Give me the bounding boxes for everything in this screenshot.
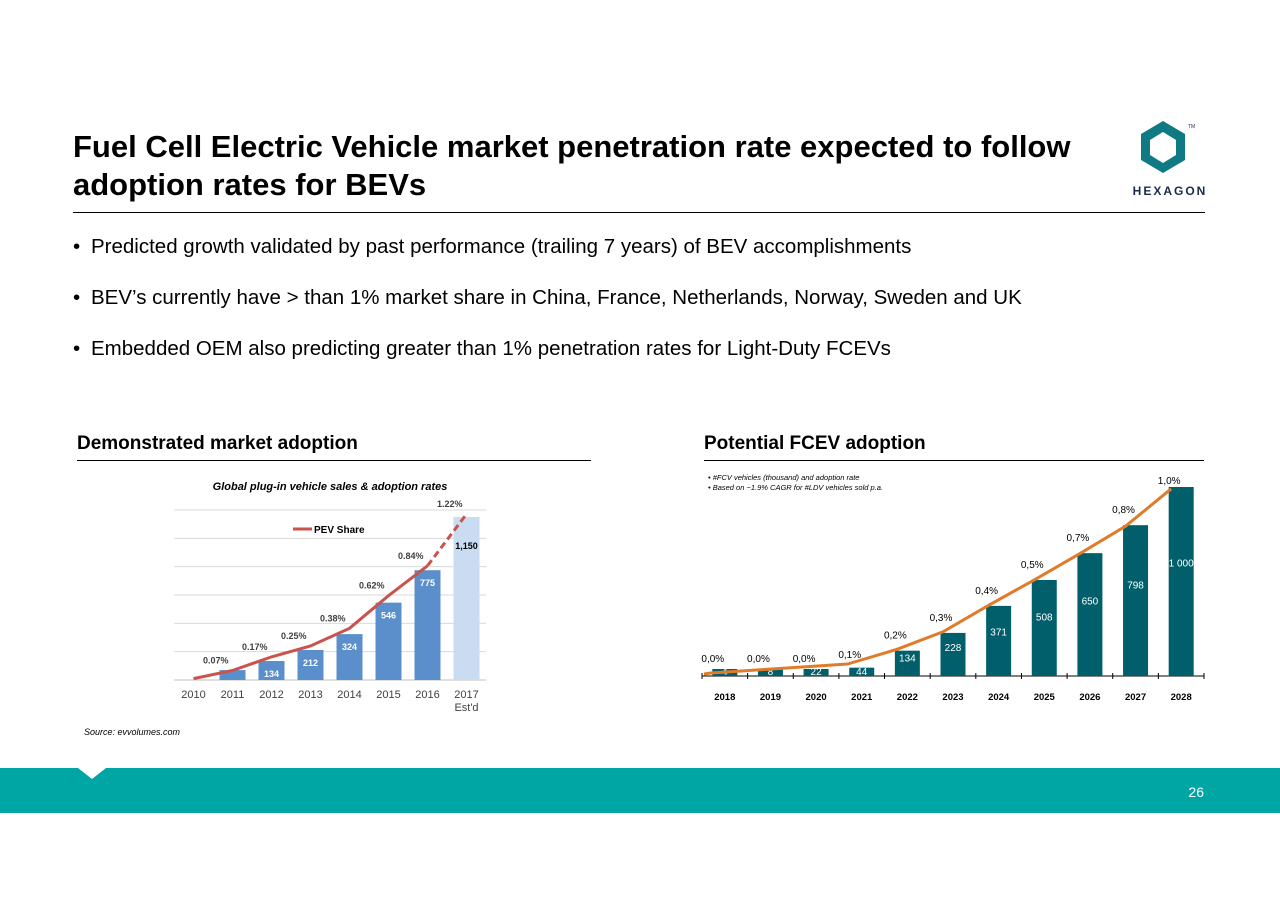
bullet-item: BEV’s currently have > than 1% market sh…: [73, 285, 1223, 311]
x-tick-label: 2014: [337, 689, 361, 701]
bar-value-label: 650: [1082, 597, 1099, 608]
bar: [1168, 487, 1194, 676]
bar: [849, 667, 875, 676]
x-tick-label: 2015: [376, 689, 400, 701]
bar-value-label: 508: [1036, 612, 1053, 623]
line-point-label: 0,0%: [701, 654, 724, 665]
x-tick-label: 2022: [897, 692, 918, 703]
right-section-heading: Potential FCEV adoption: [704, 433, 926, 454]
line-point-label: 0,4%: [975, 586, 998, 597]
fcev-adoption-chart: • #FCV vehicles (thousand) and adoption …: [701, 473, 1205, 703]
legend-label: PEV Share: [314, 525, 365, 536]
bar: [986, 605, 1012, 676]
svg-text:TM: TM: [1188, 124, 1195, 130]
x-tick-label: 2024: [988, 692, 1010, 703]
x-tick-label: 2019: [760, 692, 781, 703]
page-title: Fuel Cell Electric Vehicle market penetr…: [73, 129, 1071, 202]
bar-value-label: 371: [990, 627, 1007, 638]
bar-value-label: 134: [264, 669, 279, 679]
bar: [757, 669, 783, 676]
bar: [1123, 525, 1149, 676]
x-tick-label: 2021: [851, 692, 873, 703]
chart-note: • #FCV vehicles (thousand) and adoption …: [708, 473, 859, 482]
x-tick-label: 2010: [181, 689, 205, 701]
x-tick-label: 2011: [221, 689, 245, 701]
bar-value-label: 546: [381, 611, 396, 621]
line-point-label: 0,7%: [1067, 533, 1090, 544]
bar-value-label: 1,150: [455, 541, 478, 551]
x-tick-label: 2027: [1125, 692, 1146, 703]
x-tick-label: 2018: [714, 692, 735, 703]
bar: [375, 602, 402, 680]
line-point-label: 0,8%: [1112, 505, 1135, 516]
bullet-item: Embedded OEM also predicting greater tha…: [73, 336, 1223, 362]
left-section-divider: [77, 460, 591, 461]
title-divider: [73, 212, 1205, 213]
bar: [803, 669, 829, 676]
bar: [336, 634, 363, 680]
x-tick-label: 2025: [1034, 692, 1056, 703]
bullet-list: Predicted growth validated by past perfo…: [73, 234, 1223, 387]
line-series: [703, 487, 1173, 676]
line-point-label: 0,0%: [793, 654, 816, 665]
ev-sales-chart: Global plug-in vehicle sales & adoption …: [174, 481, 486, 714]
x-tick-label: 2023: [942, 692, 963, 703]
line-point-label: 1.22%: [437, 499, 463, 509]
right-section-divider: [704, 460, 1204, 461]
line-point-label: 0.07%: [203, 655, 229, 665]
line-series: [193, 564, 429, 681]
bar-value-label: 44: [856, 667, 868, 678]
x-tick-label: 2020: [806, 692, 827, 703]
bar-value-label: 8: [768, 667, 774, 678]
footer-notch: [78, 768, 106, 779]
line-point-label: 0.38%: [320, 613, 346, 623]
x-tick-label: 2026: [1079, 692, 1100, 703]
footer-band: [0, 768, 1280, 813]
bar-value-label: 1 000: [1169, 558, 1194, 569]
bar: [297, 649, 324, 680]
bar: [219, 670, 246, 680]
page-number: 26: [1188, 784, 1204, 800]
line-point-label: 0.25%: [281, 631, 307, 641]
bullet-item: Predicted growth validated by past perfo…: [73, 234, 1223, 260]
line-point-label: 0.62%: [359, 581, 385, 591]
bar: [894, 650, 920, 676]
bar: [1077, 553, 1103, 676]
bar: [258, 661, 285, 680]
bar-value-label: 212: [303, 658, 318, 668]
bar: [940, 632, 966, 676]
line-point-label: 0,0%: [747, 654, 770, 665]
line-point-label: 0,5%: [1021, 560, 1044, 571]
hexagon-logo-icon: TM: [1141, 121, 1195, 173]
x-tick-label: 2017: [454, 689, 478, 701]
x-tick-label: 2016: [415, 689, 439, 701]
bar: [414, 570, 441, 680]
source-note: Source: evvolumes.com: [84, 727, 181, 737]
bar-value-label: 324: [342, 642, 357, 652]
x-tick-label: 2028: [1171, 692, 1192, 703]
x-tick-label: 2013: [298, 689, 322, 701]
logo-wordmark: HEXAGON: [1132, 184, 1208, 198]
bar-value-label: 22: [811, 667, 823, 678]
bar-value-label: 775: [420, 578, 435, 588]
x-tick-label: 2012: [259, 689, 283, 701]
bar-value-label: 134: [899, 653, 916, 664]
line-point-label: 0,1%: [838, 650, 861, 661]
bar: [1031, 579, 1057, 676]
line-point-label: 0.84%: [398, 551, 424, 561]
line-point-label: 0,3%: [930, 613, 953, 624]
line-point-label: 0.17%: [242, 642, 268, 652]
left-section-heading: Demonstrated market adoption: [77, 433, 358, 454]
x-tick-sublabel: Est'd: [454, 702, 478, 714]
bar: [453, 517, 480, 680]
line-point-label: 1,0%: [1158, 476, 1181, 487]
chart-note: • Based on ~1.9% CAGR for #LDV vehicles …: [708, 483, 883, 492]
line-point-label: 0,2%: [884, 631, 907, 642]
bar-value-label: 228: [945, 643, 962, 654]
chart-title: Global plug-in vehicle sales & adoption …: [213, 481, 448, 493]
bar-value-label: 798: [1127, 581, 1144, 592]
